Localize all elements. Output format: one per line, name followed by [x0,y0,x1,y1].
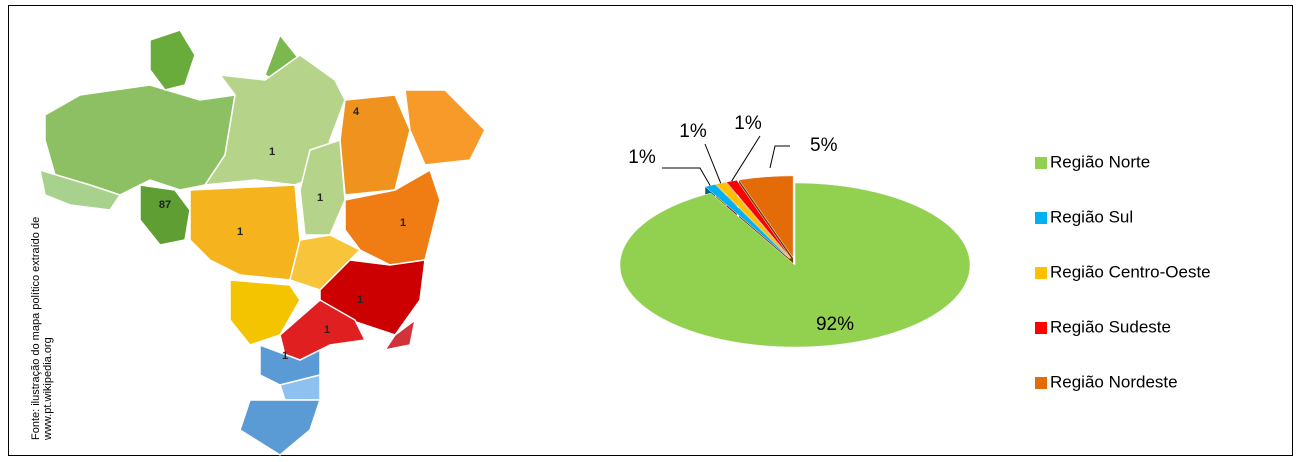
state [39,168,122,211]
legend-swatch [1035,157,1047,169]
state [383,318,417,352]
leader-line [769,145,790,169]
leader-line [731,135,761,182]
map-label: 1 [317,192,323,204]
data-label: 1% [628,147,656,168]
state [189,184,301,281]
leader-line [662,167,711,186]
state [139,184,191,246]
leader-line [704,143,722,184]
frame [8,5,1293,456]
caption: Fonte: ilustração do mapa político extra… [30,217,42,440]
map-label: 87 [159,199,171,211]
legend-label: Região Sudeste [1050,317,1171,336]
legend-label: Região Sul [1050,207,1133,226]
legend-swatch [1035,267,1047,279]
state [44,84,236,196]
state [149,29,196,91]
map-label: 1 [357,294,363,306]
pie-slice [726,179,792,259]
pie-slice [738,175,794,259]
state [239,399,322,456]
map-label: 4 [353,106,360,118]
legend-label: Região Norte [1050,152,1150,171]
pie-slice [619,182,971,348]
state [339,94,411,196]
data-label: 92% [816,314,854,335]
map-label: 1 [237,226,243,238]
legend-swatch [1035,377,1047,389]
data-label: 5% [810,135,838,156]
data-label: 1% [679,121,707,142]
legend-label: Região Centro-Oeste [1050,262,1211,281]
legend-label: Região Nordeste [1050,372,1178,391]
data-label: 1% [734,113,762,134]
map [39,29,486,456]
legend-swatch [1035,212,1047,224]
map-label: 1 [400,217,406,229]
map-label: 1 [282,350,288,362]
state [404,89,486,166]
pie-slice [704,184,790,259]
map-label: 1 [269,146,275,158]
caption: www.pt.wikipedia.org [42,337,54,441]
map-label: 1 [324,324,330,336]
legend-swatch [1035,322,1047,334]
